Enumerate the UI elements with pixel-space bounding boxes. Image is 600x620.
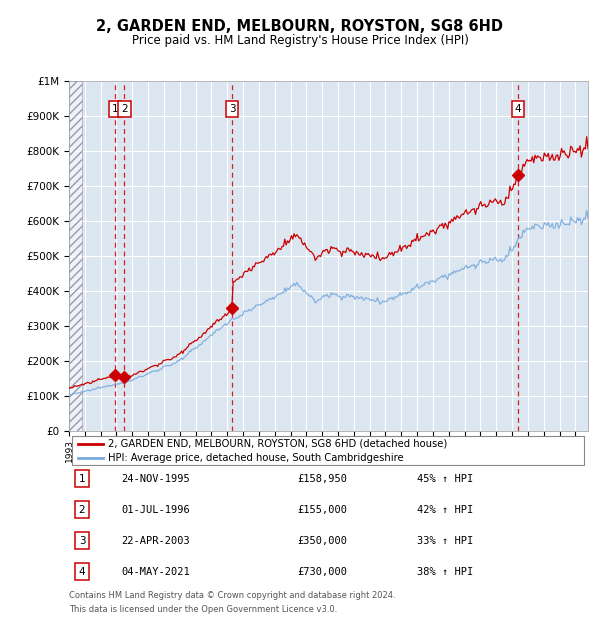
Text: 4: 4 (79, 567, 85, 577)
Text: Price paid vs. HM Land Registry's House Price Index (HPI): Price paid vs. HM Land Registry's House … (131, 34, 469, 46)
Text: 3: 3 (229, 104, 235, 113)
Text: Contains HM Land Registry data © Crown copyright and database right 2024.: Contains HM Land Registry data © Crown c… (69, 591, 395, 600)
Text: 24-NOV-1995: 24-NOV-1995 (121, 474, 190, 484)
Text: 22-APR-2003: 22-APR-2003 (121, 536, 190, 546)
Text: 4: 4 (515, 104, 521, 113)
Text: 3: 3 (79, 536, 85, 546)
Text: 2: 2 (79, 505, 85, 515)
Text: 1: 1 (112, 104, 118, 113)
Text: 01-JUL-1996: 01-JUL-1996 (121, 505, 190, 515)
Text: 2, GARDEN END, MELBOURN, ROYSTON, SG8 6HD: 2, GARDEN END, MELBOURN, ROYSTON, SG8 6H… (97, 19, 503, 33)
Text: 42% ↑ HPI: 42% ↑ HPI (417, 505, 473, 515)
Text: 04-MAY-2021: 04-MAY-2021 (121, 567, 190, 577)
Text: HPI: Average price, detached house, South Cambridgeshire: HPI: Average price, detached house, Sout… (108, 453, 404, 463)
FancyBboxPatch shape (71, 436, 584, 465)
Text: 2: 2 (121, 104, 128, 113)
Text: £350,000: £350,000 (298, 536, 347, 546)
Text: 2, GARDEN END, MELBOURN, ROYSTON, SG8 6HD (detached house): 2, GARDEN END, MELBOURN, ROYSTON, SG8 6H… (108, 438, 447, 449)
Text: 33% ↑ HPI: 33% ↑ HPI (417, 536, 473, 546)
Text: 38% ↑ HPI: 38% ↑ HPI (417, 567, 473, 577)
Text: 1: 1 (79, 474, 85, 484)
Text: This data is licensed under the Open Government Licence v3.0.: This data is licensed under the Open Gov… (69, 604, 337, 614)
Text: £730,000: £730,000 (298, 567, 347, 577)
Text: 45% ↑ HPI: 45% ↑ HPI (417, 474, 473, 484)
Text: £155,000: £155,000 (298, 505, 347, 515)
Text: £158,950: £158,950 (298, 474, 347, 484)
